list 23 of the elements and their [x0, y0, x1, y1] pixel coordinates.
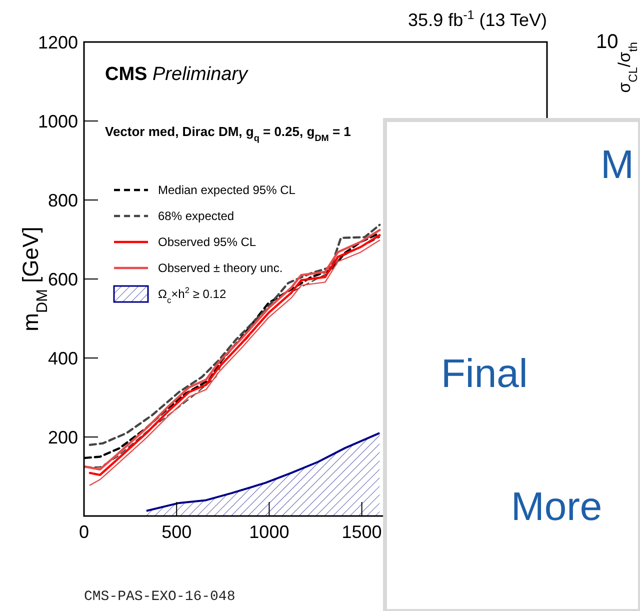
- annotation: Vector med, Dirac DM, g$_{q}$ = 0.25, g$_{DM}$ = 1: [105, 124, 351, 143]
- legend-label: 68% expected: [158, 209, 234, 224]
- chart-title: 35.9 fb$^{-1}$ (13 TeV): [408, 8, 547, 30]
- x-tick-label: 1000: [249, 522, 290, 542]
- text: CMS-PAS-EXO-16-048: [84, 589, 236, 605]
- annotation: More: [511, 485, 602, 529]
- annotation: Final: [441, 352, 528, 396]
- y-tick-label: 600: [48, 269, 78, 290]
- y-tick-label: 1000: [38, 111, 78, 132]
- y-tick-label: 400: [48, 348, 78, 368]
- legend-label: Observed ± theory unc.: [158, 261, 283, 276]
- y-tick-label: 800: [48, 190, 78, 210]
- annotation: CMS Preliminary: [105, 64, 250, 85]
- legend-label: Median expected 95% CL: [158, 183, 296, 198]
- slide-panel: M Final More: [383, 118, 640, 611]
- x-tick-label: 500: [162, 522, 192, 542]
- x-tick-label: 0: [78, 522, 90, 542]
- legend-label: Ω$_{c}$×h$^{2}$ ≥ 0.12: [158, 285, 226, 306]
- y-tick-label: 1200: [38, 32, 78, 52]
- text: 10: [596, 31, 618, 53]
- x-tick-label: 1500: [342, 522, 382, 542]
- legend-label: Observed 95% CL: [158, 235, 256, 250]
- y-tick-label: 200: [48, 427, 78, 448]
